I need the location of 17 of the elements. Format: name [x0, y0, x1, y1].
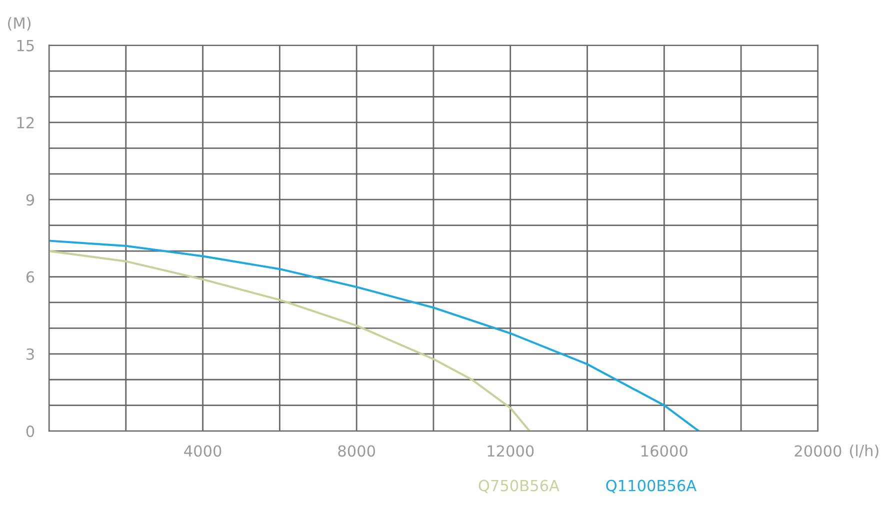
x-tick-label: 4000: [184, 445, 222, 457]
text: Q1100B56A: [606, 480, 696, 494]
line-series: [49, 240, 700, 432]
y-tick-label: 3: [26, 348, 34, 360]
y-tick-label: 15: [17, 40, 34, 52]
y-axis-title: (M): [8, 17, 31, 31]
y-tick-label: 12: [17, 116, 34, 128]
y-tick-label: 0: [26, 426, 34, 438]
x-axis-title: (l/h): [850, 444, 878, 458]
y-tick-label: 6: [26, 271, 34, 283]
x-tick-label: 8000: [338, 445, 376, 457]
x-tick-label: 16000: [642, 445, 688, 457]
y-tick-label: 9: [26, 194, 34, 206]
text: Q750B56A: [478, 480, 560, 494]
x-tick-label: 20000: [794, 445, 842, 457]
line-series: [49, 250, 531, 432]
x-tick-label: 12000: [488, 445, 534, 457]
